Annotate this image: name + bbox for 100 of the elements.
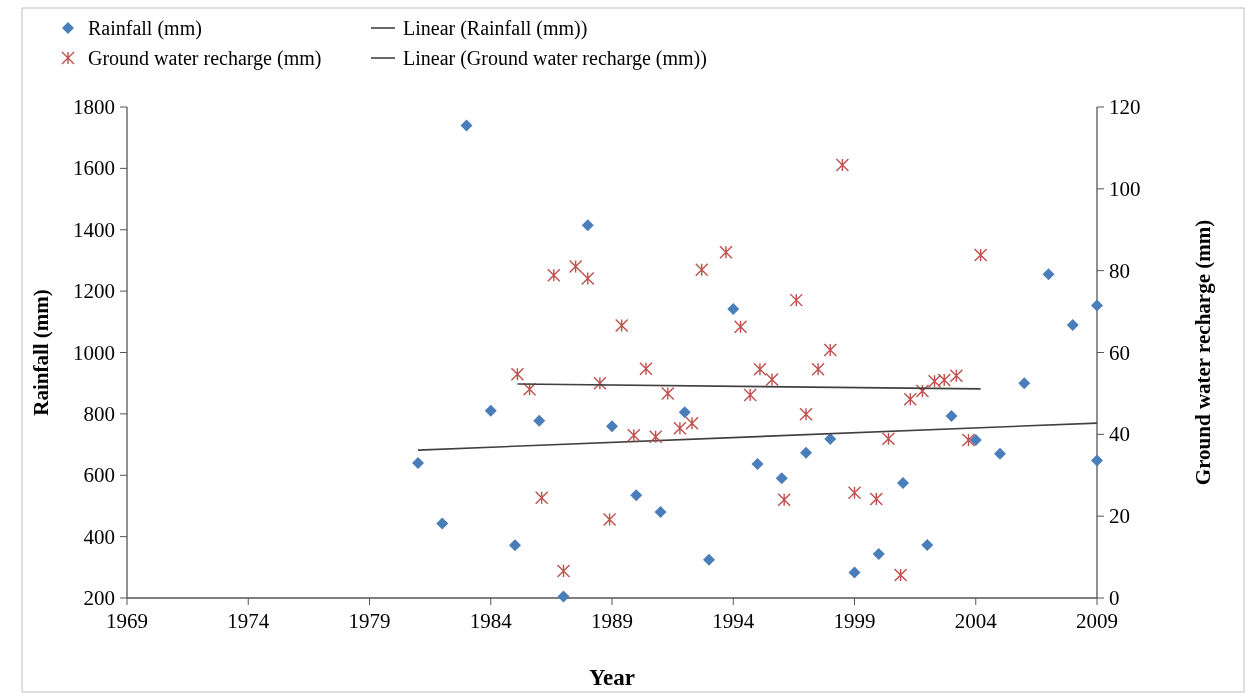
point [556, 564, 571, 578]
point [811, 362, 825, 376]
point [654, 506, 667, 519]
point [921, 538, 934, 551]
point [509, 539, 521, 552]
point [522, 382, 537, 397]
point [727, 302, 740, 315]
point [897, 476, 909, 489]
point [848, 566, 861, 579]
legend-label: Linear (Rainfall (mm)) [403, 17, 588, 40]
y2-axis-title: Ground water recharge (mm) [1191, 219, 1215, 486]
point [789, 293, 803, 307]
point [606, 420, 618, 433]
point [678, 406, 691, 419]
point [648, 430, 663, 444]
x-tick-label: 2004 [954, 609, 998, 633]
y-tick-label: 600 [83, 463, 115, 488]
point [630, 489, 643, 502]
point [733, 320, 748, 334]
x-tick-label: 1989 [591, 609, 633, 633]
point [824, 433, 837, 446]
x-tick-label: 1999 [833, 609, 876, 633]
point [557, 590, 570, 603]
point [719, 245, 733, 259]
point [823, 343, 837, 357]
y-axis-title: Rainfall (mm) [29, 289, 53, 416]
point [627, 428, 641, 442]
point [893, 568, 908, 582]
y-tick-label: 1200 [73, 279, 115, 304]
point [835, 158, 850, 172]
y-tick-label: 200 [83, 586, 115, 610]
y2-tick-label: 0 [1109, 586, 1120, 610]
point [927, 374, 942, 388]
point [510, 367, 525, 381]
point [581, 271, 595, 286]
y-tick-label: 400 [83, 524, 115, 549]
point [847, 486, 862, 500]
y2-tick-label: 40 [1109, 422, 1130, 447]
point [961, 433, 976, 447]
point [639, 362, 653, 376]
point [800, 446, 812, 459]
y2-tick-label: 80 [1109, 258, 1130, 283]
point [915, 384, 930, 398]
x-tick-label: 1984 [469, 609, 513, 633]
point [436, 517, 449, 530]
y2-tick-label: 100 [1109, 176, 1141, 201]
point [872, 548, 885, 561]
y-tick-label: 1600 [73, 156, 115, 181]
point [765, 372, 779, 387]
point [484, 404, 497, 417]
point [799, 407, 813, 421]
y-tick-label: 1000 [73, 340, 115, 365]
legend-label: Ground water recharge (mm) [88, 47, 322, 70]
y-tick-label: 1400 [73, 217, 115, 242]
x-tick-label: 1979 [348, 609, 391, 633]
point [593, 376, 607, 390]
point [1091, 299, 1103, 312]
point [937, 373, 951, 387]
y-tick-label: 1800 [73, 95, 115, 119]
y2-tick-label: 60 [1109, 340, 1130, 365]
point [533, 414, 546, 427]
point [703, 553, 715, 566]
point [903, 392, 917, 406]
point [695, 263, 709, 277]
point [460, 119, 473, 132]
y-tick-label: 800 [83, 401, 115, 426]
point [685, 416, 699, 430]
x-tick-label: 1994 [712, 609, 755, 633]
point [1091, 454, 1103, 467]
point [751, 457, 764, 470]
point [1018, 377, 1031, 390]
point [881, 432, 896, 446]
point [534, 491, 549, 505]
point [547, 268, 561, 282]
point [1066, 318, 1079, 331]
point [777, 493, 791, 507]
point [602, 512, 617, 527]
point [673, 421, 687, 435]
y2-tick-label: 20 [1109, 504, 1130, 529]
point [973, 248, 988, 262]
point [775, 472, 788, 485]
point [949, 369, 964, 383]
x-tick-label: 1974 [227, 609, 270, 633]
point [869, 492, 884, 506]
point [661, 386, 675, 401]
point [753, 362, 767, 376]
point [1042, 268, 1055, 281]
point [743, 388, 757, 402]
point [615, 318, 629, 333]
y2-tick-label: 120 [1109, 95, 1141, 119]
x-tick-label: 1969 [106, 609, 148, 633]
x-axis-title: Year [589, 665, 635, 690]
point [581, 219, 594, 232]
legend-label: Linear (Ground water recharge (mm)) [403, 47, 707, 70]
point [568, 259, 583, 274]
point [969, 433, 982, 446]
point [412, 456, 424, 469]
point [994, 447, 1006, 460]
x-tick-label: 2009 [1076, 609, 1118, 633]
point [945, 410, 958, 423]
